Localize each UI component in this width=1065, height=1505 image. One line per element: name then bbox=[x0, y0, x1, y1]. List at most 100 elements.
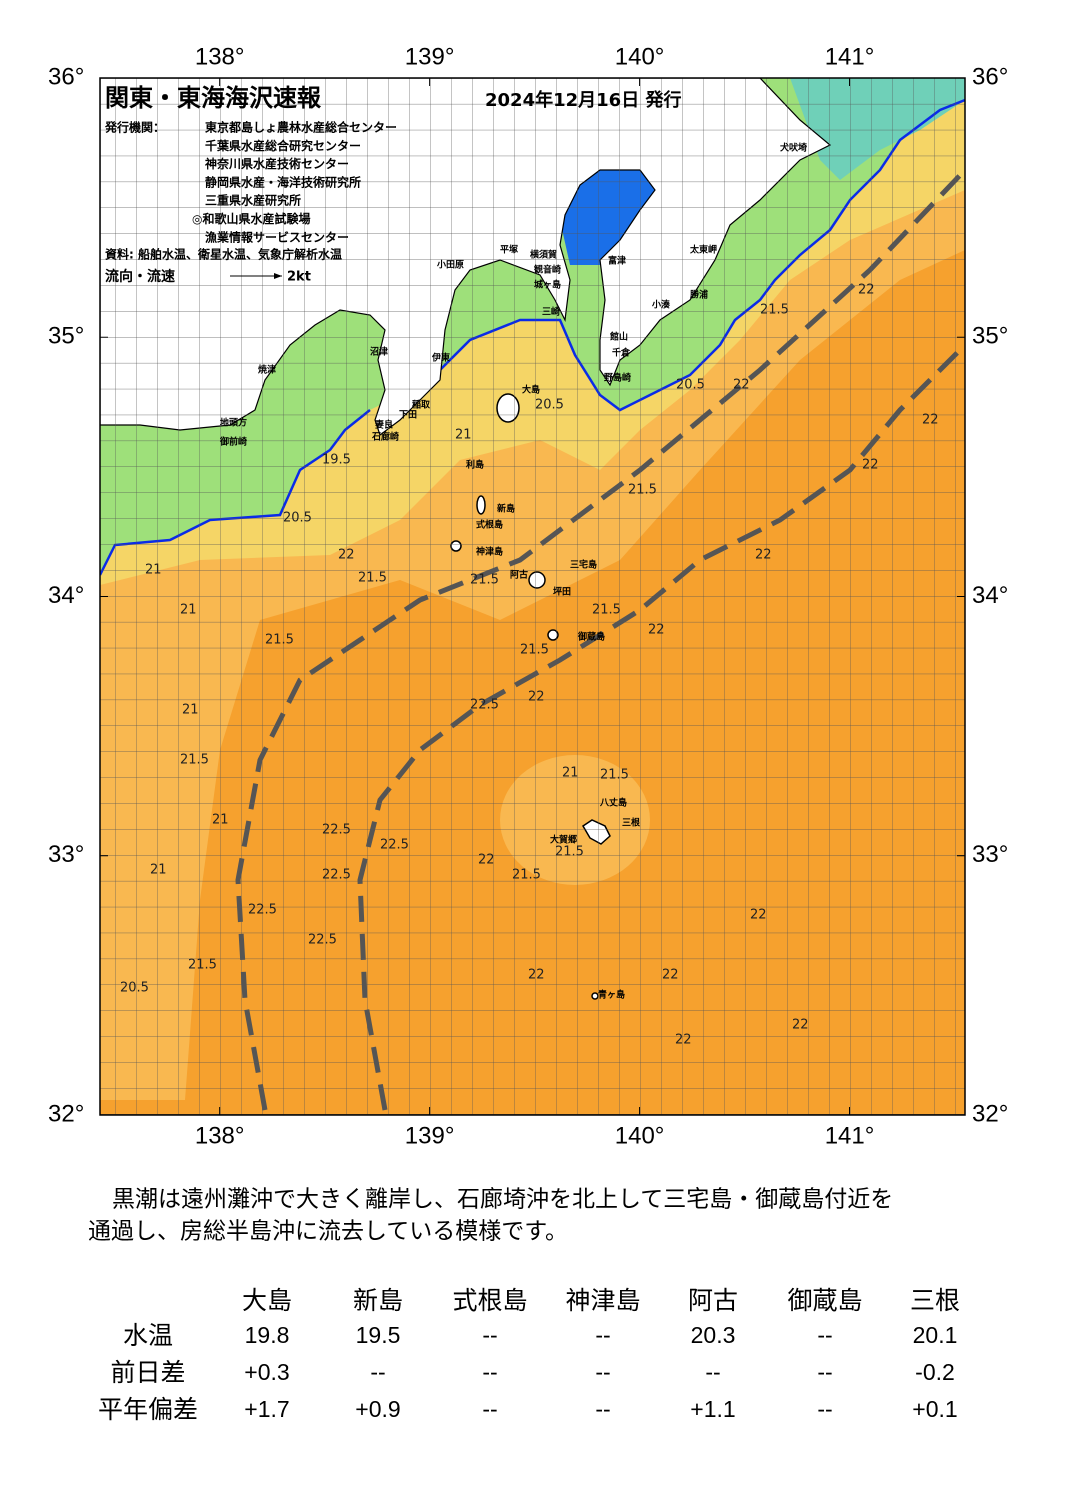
description: 黒潮は遠州灘沖で大きく離岸し、石廊埼沖を北上して三宅島・御蔵島付近を通過し、房総… bbox=[88, 1187, 893, 1245]
description-line: 黒潮は遠州灘沖で大きく離岸し、石廊埼沖を北上して三宅島・御蔵島付近を bbox=[112, 1187, 893, 1213]
contour-label: 20.5 bbox=[283, 511, 312, 526]
x-tick-label: 138° bbox=[195, 43, 245, 70]
contour-label: 21 bbox=[212, 813, 229, 828]
contour-label: 22.5 bbox=[380, 838, 409, 853]
place-label: 御前崎 bbox=[219, 436, 247, 448]
publisher: 千葉県水産総合研究センター bbox=[205, 138, 361, 153]
grid bbox=[100, 78, 965, 1115]
source: 資料: 船舶水温、衛星水温、気象庁解析水温 bbox=[105, 247, 342, 262]
contour-label: 22 bbox=[478, 853, 495, 868]
table-cell: -- bbox=[370, 1359, 385, 1385]
flow-unit: 2kt bbox=[287, 270, 311, 285]
y-tick-label: 32° bbox=[48, 1100, 84, 1127]
table-cell: -- bbox=[595, 1322, 610, 1348]
place-label: 小湊 bbox=[651, 299, 671, 311]
contour-label: 21 bbox=[180, 603, 197, 618]
contour-label: 20.5 bbox=[120, 981, 149, 996]
contour-label: 22.5 bbox=[322, 823, 351, 838]
contour-label: 22 bbox=[675, 1033, 692, 1048]
place-label: 下田 bbox=[399, 410, 417, 421]
contour-label: 22 bbox=[338, 548, 355, 563]
place-label: 新島 bbox=[497, 503, 515, 515]
contour-label: 21.5 bbox=[358, 571, 387, 586]
contour-label: 21.5 bbox=[180, 753, 209, 768]
table-cell: +0.1 bbox=[912, 1396, 957, 1422]
place-label: 神津島 bbox=[476, 546, 503, 558]
contour-label: 20.5 bbox=[535, 398, 564, 413]
contour-label: 22 bbox=[922, 413, 939, 428]
flow-arrow-head bbox=[274, 273, 282, 279]
contour-label: 21 bbox=[150, 863, 167, 878]
place-label: 城ヶ島 bbox=[534, 279, 561, 291]
table-cell: -- bbox=[817, 1396, 832, 1422]
description-line: 通過し、房総半島沖に流去している模様です。 bbox=[88, 1219, 568, 1245]
place-label: 三宅島 bbox=[570, 559, 597, 571]
row-label: 平年偏差 bbox=[98, 1395, 198, 1424]
row-label: 前日差 bbox=[110, 1358, 185, 1387]
kuroshio-edge bbox=[357, 343, 965, 1111]
place-label: 坪田 bbox=[553, 586, 571, 598]
contour-label: 21.5 bbox=[265, 633, 294, 648]
table-cell: +0.9 bbox=[355, 1396, 400, 1422]
table-cell: 20.1 bbox=[913, 1322, 958, 1348]
table-cell: -- bbox=[705, 1359, 720, 1385]
table-cell: -0.2 bbox=[915, 1359, 955, 1385]
contour-label: 22 bbox=[528, 968, 545, 983]
x-tick-label: 141° bbox=[825, 43, 875, 70]
contour-label: 22 bbox=[750, 908, 767, 923]
contour-label: 22 bbox=[528, 690, 545, 705]
place-label: 観音崎 bbox=[534, 264, 561, 276]
kuroshio-axis bbox=[235, 168, 965, 1111]
x-tick-label: 139° bbox=[405, 43, 455, 70]
y-tick-label: 33° bbox=[972, 841, 1008, 868]
place-label: 石廊崎 bbox=[371, 431, 399, 443]
table-header: 神津島 bbox=[565, 1286, 640, 1315]
table-header: 新島 bbox=[353, 1286, 403, 1315]
publisher: 漁業情報サービスセンター bbox=[205, 229, 349, 244]
place-label: 式根島 bbox=[476, 519, 503, 531]
publisher: 三重県水産研究所 bbox=[205, 193, 301, 208]
contour-label: 22 bbox=[755, 548, 772, 563]
contour-label: 21.5 bbox=[188, 958, 217, 973]
contour-label: 22.5 bbox=[322, 868, 351, 883]
place-label: 稲取 bbox=[412, 399, 431, 411]
issue-date: 2024年12月16日 発行 bbox=[485, 89, 681, 111]
table-cell: 19.8 bbox=[245, 1322, 290, 1348]
place-label: 三根 bbox=[622, 817, 641, 829]
place-label: 御蔵島 bbox=[577, 631, 605, 643]
contour-label: 22 bbox=[662, 968, 679, 983]
table-cell: +1.7 bbox=[244, 1396, 289, 1422]
y-tick-label: 34° bbox=[972, 582, 1008, 609]
publisher: 東京都島しょ農林水産総合センター bbox=[205, 120, 397, 135]
table-cell: -- bbox=[482, 1359, 497, 1385]
x-tick-label: 141° bbox=[825, 1122, 875, 1149]
publisher: ◎和歌山県水産試験場 bbox=[192, 211, 310, 226]
table-cell: -- bbox=[817, 1359, 832, 1385]
contour-label: 19.5 bbox=[322, 453, 351, 468]
contour-label: 21.5 bbox=[760, 303, 789, 318]
place-label: 犬吠埼 bbox=[779, 142, 807, 154]
flow-legend: 流向・流速 bbox=[105, 268, 175, 285]
table-cell: -- bbox=[482, 1396, 497, 1422]
contour-label: 21.5 bbox=[628, 483, 657, 498]
place-label: 地頭方 bbox=[220, 417, 247, 429]
publisher: 神奈川県水産技術センター bbox=[205, 156, 349, 171]
x-tick-label: 138° bbox=[195, 1122, 245, 1149]
y-tick-label: 33° bbox=[48, 841, 84, 868]
table-cell: 19.5 bbox=[356, 1322, 401, 1348]
table-cell: -- bbox=[595, 1359, 610, 1385]
table-header: 大島 bbox=[242, 1286, 292, 1315]
publishers: 東京都島しょ農林水産総合センター千葉県水産総合研究センター神奈川県水産技術センタ… bbox=[192, 120, 397, 245]
contour-label: 22.5 bbox=[308, 933, 337, 948]
axis-ticks: 138° 138° 139° 139° 140° 140° 141° 141° 32° 32° 33… bbox=[48, 43, 1008, 1149]
place-label: 小田原 bbox=[436, 259, 464, 271]
table-cell: +1.1 bbox=[690, 1396, 735, 1422]
table-header: 式根島 bbox=[452, 1286, 527, 1315]
place-label: 大島 bbox=[522, 384, 540, 396]
row-label: 水温 bbox=[123, 1321, 173, 1350]
place-label: 妻良 bbox=[375, 419, 393, 431]
publisher-label: 発行機関： bbox=[104, 120, 165, 135]
x-tick-label: 140° bbox=[615, 43, 665, 70]
